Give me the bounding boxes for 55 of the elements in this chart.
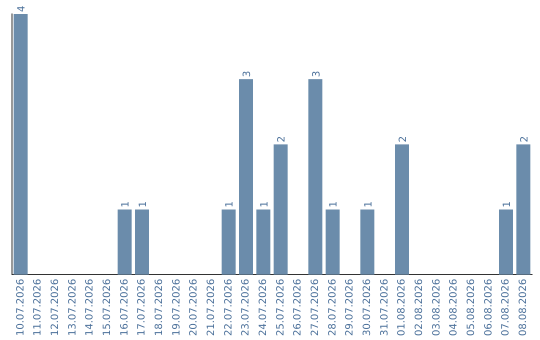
x-tick-label: 05.08.2026 [466, 278, 477, 336]
data-label: 1 [502, 201, 513, 208]
x-tick-label: 29.07.2026 [344, 278, 356, 336]
x-tick-label: 07.08.2026 [500, 278, 512, 336]
x-tick-label: 01.08.2026 [396, 278, 408, 336]
x-tick-label: 17.07.2026 [136, 278, 148, 336]
x-tick-label: 22.07.2026 [223, 278, 234, 336]
data-label: 1 [328, 201, 340, 208]
bar [326, 210, 340, 275]
bar [308, 79, 322, 275]
x-tick-label: 04.08.2026 [448, 278, 460, 336]
x-tick-label: 18.07.2026 [154, 278, 165, 336]
x-tick-label: 13.07.2026 [67, 278, 78, 336]
x-tick-label: 12.07.2026 [50, 278, 61, 336]
bar [360, 210, 374, 275]
data-label: 3 [311, 70, 322, 78]
x-tick-label: 02.08.2026 [414, 278, 425, 336]
x-tick-label: 31.07.2026 [379, 278, 390, 336]
data-label: 2 [398, 136, 409, 142]
x-tick-label: 06.08.2026 [483, 278, 494, 336]
bar [222, 210, 236, 275]
x-tick-label: 20.07.2026 [188, 278, 200, 336]
x-tick-label: 14.07.2026 [84, 278, 96, 336]
data-label: 4 [16, 6, 28, 12]
x-tick-label: 15.07.2026 [102, 278, 113, 336]
x-tick-label: 11.07.2026 [32, 278, 44, 336]
bar [256, 210, 270, 275]
data-label: 1 [224, 201, 236, 208]
bar [274, 144, 288, 275]
x-tick-label: 25.07.2026 [275, 278, 286, 336]
x-tick-label: 21.07.2026 [206, 278, 217, 336]
data-label: 1 [120, 201, 132, 208]
x-tick-label: 10.07.2026 [15, 278, 26, 336]
x-tick-label: 26.07.2026 [292, 278, 304, 336]
x-tick-label: 08.08.2026 [518, 278, 529, 336]
data-label: 1 [259, 201, 270, 208]
x-tick-label: 24.07.2026 [258, 278, 269, 336]
x-tick-label: 16.07.2026 [119, 278, 130, 336]
x-tick-label: 28.07.2026 [327, 278, 338, 336]
data-label: 1 [363, 201, 374, 208]
x-tick-label: 19.07.2026 [171, 278, 182, 336]
data-label: 1 [138, 201, 149, 208]
data-label: 2 [276, 136, 288, 142]
bar [499, 210, 513, 275]
bar [239, 79, 253, 275]
data-label: 2 [519, 136, 530, 142]
x-tick-label: 23.07.2026 [240, 278, 252, 336]
bar [135, 210, 149, 275]
x-tick-label: 03.08.2026 [431, 278, 442, 336]
bar [516, 144, 530, 275]
bar [395, 144, 409, 275]
x-tick-label: 30.07.2026 [362, 278, 373, 336]
bar [118, 210, 132, 275]
data-label: 3 [242, 70, 253, 78]
x-tick-label: 27.07.2026 [310, 278, 321, 336]
